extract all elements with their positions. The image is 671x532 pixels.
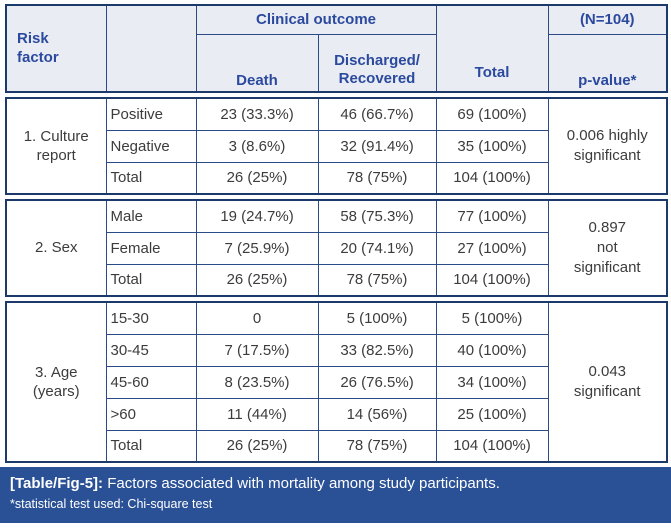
table-container: Risk factor Clinical outcome Total (N=10… xyxy=(5,4,668,463)
discharged-cell: 32 (91.4%) xyxy=(317,129,437,163)
table-row: Total 26 (25%) 78 (75%) 104 (100%) xyxy=(6,161,667,195)
level-cell: Positive xyxy=(105,97,197,131)
level-cell: >60 xyxy=(105,397,197,431)
level-cell: Negative xyxy=(105,129,197,163)
table-section: 3. Age (years) 15-30 0 5 (100%) 5 (100%) 0.04… xyxy=(5,301,668,463)
risk-factor-cell: 2. Sex xyxy=(5,199,107,297)
table-header: Risk factor Clinical outcome Total (N=10… xyxy=(5,4,668,93)
table-body-sections: 1. Culture report Positive 23 (33.3%) 46 (6… xyxy=(5,97,668,463)
total-cell: 77 (100%) xyxy=(435,199,549,233)
total-cell: 69 (100%) xyxy=(435,97,549,131)
table-row: 1. Culture report Positive 23 (33.3%) 46 (6… xyxy=(5,97,668,195)
table-row: Total 26 (25%) 78 (75%) 104 (100%) xyxy=(6,263,667,297)
discharged-cell: 20 (74.1%) xyxy=(317,231,437,265)
total-cell: 27 (100%) xyxy=(435,231,549,265)
level-cell: Female xyxy=(105,231,197,265)
level-cell: Male xyxy=(105,199,197,233)
death-cell: 11 (44%) xyxy=(195,397,319,431)
discharged-cell: 46 (66.7%) xyxy=(317,97,437,131)
discharged-cell: 33 (82.5%) xyxy=(317,333,437,367)
risk-factor-cell: 3. Age (years) xyxy=(5,301,107,463)
table-row: 2. Sex Male 19 (24.7%) 58 (75.3%) 77 (100%) 0… xyxy=(5,199,668,297)
level-cell: Total xyxy=(105,161,197,195)
death-cell: 26 (25%) xyxy=(195,263,319,297)
table-section: 2. Sex Male 19 (24.7%) 58 (75.3%) 77 (100%) 0… xyxy=(5,199,668,297)
total-cell: 104 (100%) xyxy=(435,263,549,297)
death-cell: 7 (17.5%) xyxy=(195,333,319,367)
level-cell: Total xyxy=(105,263,197,297)
header-row-1: Risk factor Clinical outcome Total (N=10… xyxy=(5,4,668,93)
death-cell: 3 (8.6%) xyxy=(195,129,319,163)
discharged-cell: 26 (76.5%) xyxy=(317,365,437,399)
total-cell: 40 (100%) xyxy=(435,333,549,367)
level-cell: 15-30 xyxy=(105,301,197,335)
death-header: Death xyxy=(195,33,319,93)
total-cell: 104 (100%) xyxy=(435,429,549,463)
death-cell: 8 (23.5%) xyxy=(195,365,319,399)
death-cell: 0 xyxy=(195,301,319,335)
total-cell: 104 (100%) xyxy=(435,161,549,195)
risk-factor-cell: 1. Culture report xyxy=(5,97,107,195)
p-value-header: p-value* xyxy=(547,33,668,93)
caption-bar: [Table/Fig-5]: Factors associated with m… xyxy=(0,467,671,523)
level-cell: Total xyxy=(105,429,197,463)
caption-footnote: *statistical test used: Chi-square test xyxy=(10,497,213,512)
p-value-cell: 0.043 significant xyxy=(547,301,668,463)
discharged-cell: 58 (75.3%) xyxy=(317,199,437,233)
clinical-outcome-header: Clinical outcome xyxy=(195,4,437,35)
table-row: >60 11 (44%) 14 (56%) 25 (100%) xyxy=(6,397,667,431)
table-row: 3. Age (years) 15-30 0 5 (100%) 5 (100%) 0.04… xyxy=(5,301,668,463)
death-cell: 23 (33.3%) xyxy=(195,97,319,131)
total-cell: 34 (100%) xyxy=(435,365,549,399)
discharged-cell: 78 (75%) xyxy=(317,429,437,463)
death-cell: 26 (25%) xyxy=(195,429,319,463)
table-row: Negative 3 (8.6%) 32 (91.4%) 35 (100%) xyxy=(6,129,667,163)
total-cell: 25 (100%) xyxy=(435,397,549,431)
table-row: Total 26 (25%) 78 (75%) 104 (100%) xyxy=(6,429,667,463)
total-cell: 5 (100%) xyxy=(435,301,549,335)
discharged-cell: 14 (56%) xyxy=(317,397,437,431)
death-cell: 26 (25%) xyxy=(195,161,319,195)
caption-label: [Table/Fig-5]: xyxy=(10,475,104,492)
caption-line: [Table/Fig-5]: Factors associated with m… xyxy=(10,474,661,494)
discharged-cell: 78 (75%) xyxy=(317,263,437,297)
total-cell: 35 (100%) xyxy=(435,129,549,163)
discharged-recovered-header: Discharged/ Recovered xyxy=(317,33,437,93)
discharged-cell: 78 (75%) xyxy=(317,161,437,195)
caption-text: Factors associated with mortality among … xyxy=(107,475,500,492)
table-section: 1. Culture report Positive 23 (33.3%) 46 (6… xyxy=(5,97,668,195)
discharged-cell: 5 (100%) xyxy=(317,301,437,335)
death-cell: 19 (24.7%) xyxy=(195,199,319,233)
p-value-cell: 0.897 not significant xyxy=(547,199,668,297)
level-cell: 45-60 xyxy=(105,365,197,399)
total-header: Total xyxy=(435,4,549,93)
p-value-cell: 0.006 highly significant xyxy=(547,97,668,195)
level-cell: 30-45 xyxy=(105,333,197,367)
n-104-header: (N=104) xyxy=(547,4,668,35)
death-cell: 7 (25.9%) xyxy=(195,231,319,265)
level-header-empty xyxy=(105,4,197,93)
header-row-2: Death Discharged/ Recovered p-value* xyxy=(6,33,668,93)
risk-factor-header: Risk factor xyxy=(5,4,107,93)
